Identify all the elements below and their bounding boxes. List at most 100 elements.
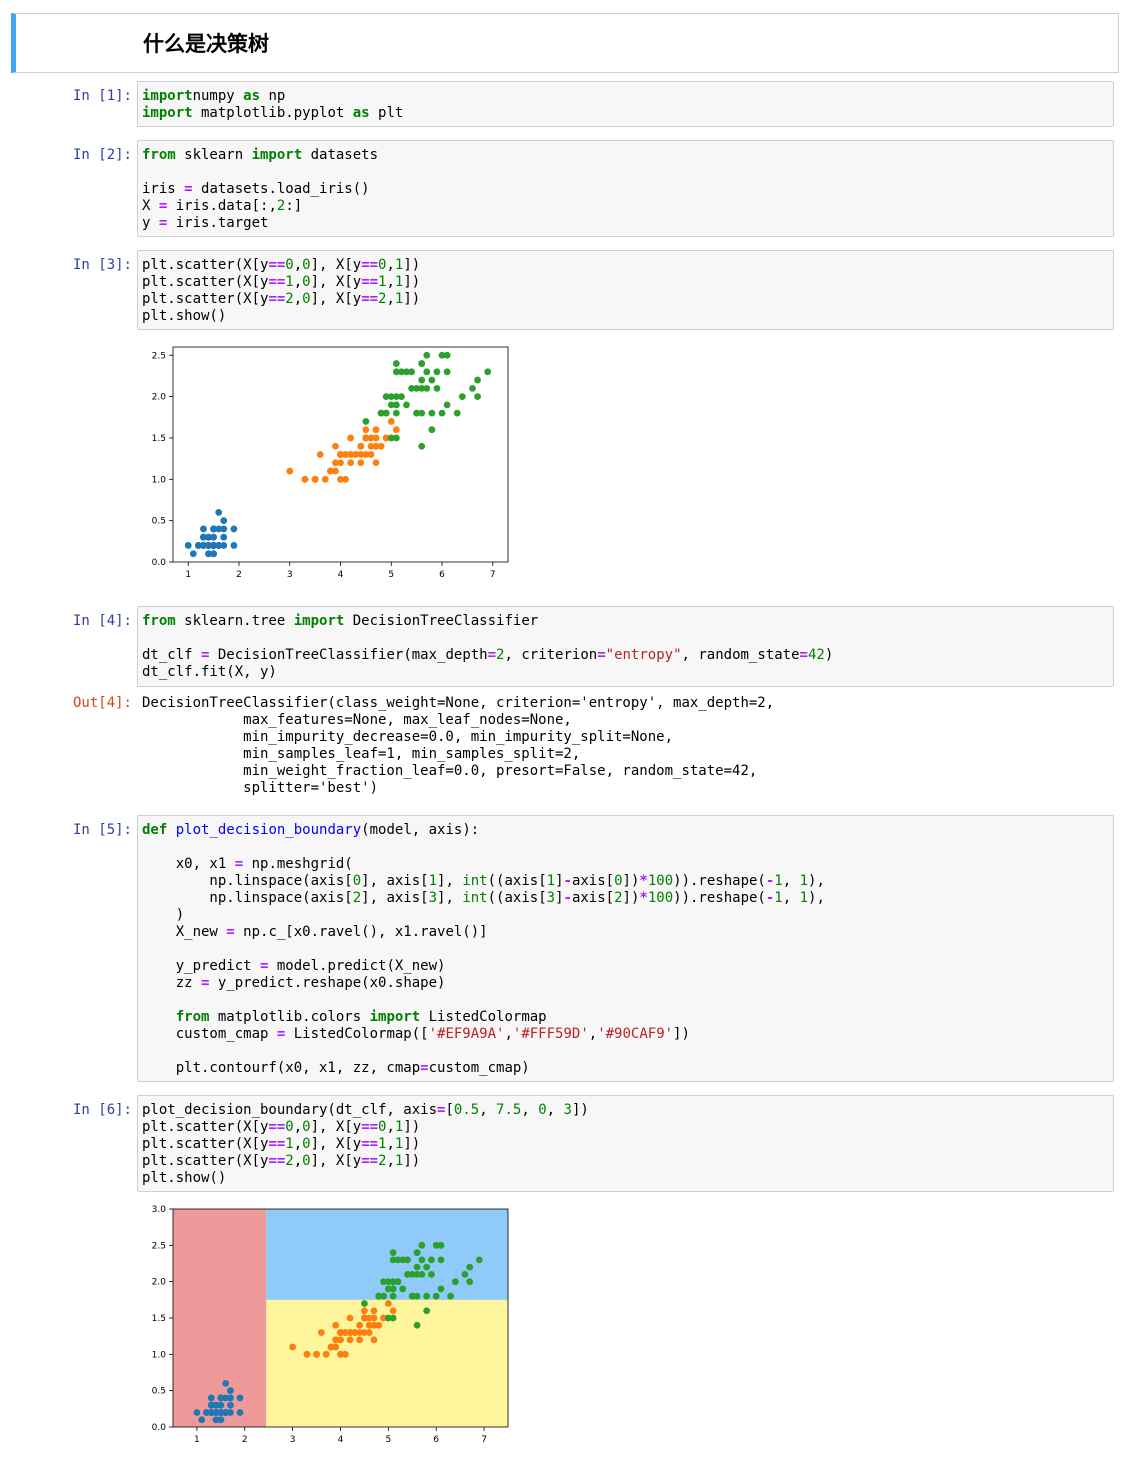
code-cell-1[interactable]: importnumpy as np import matplotlib.pypl… bbox=[137, 81, 1114, 127]
data-point-versicolor bbox=[337, 1336, 344, 1344]
x-tick-label: 5 bbox=[388, 570, 394, 580]
code-token: 0 bbox=[302, 1119, 311, 1135]
data-point-versicolor bbox=[365, 1321, 373, 1329]
data-point-virginica bbox=[392, 393, 400, 401]
code-token: 1 bbox=[285, 1136, 294, 1152]
data-point-virginica bbox=[382, 409, 390, 417]
code-token: ]) bbox=[622, 873, 640, 889]
plot-1-group: 1 2 3 4 5 6 7 0.0 0.5 1.0 1.5 2.0 2.5 bbox=[152, 346, 509, 580]
code-token: 0 bbox=[378, 257, 387, 273]
code-token: 0 bbox=[378, 1119, 387, 1135]
markdown-heading-cell[interactable]: 什么是决策树 bbox=[11, 13, 1119, 73]
code-token: == bbox=[268, 291, 286, 307]
data-point-virginica bbox=[428, 1256, 435, 1264]
data-point-versicolor bbox=[372, 442, 380, 450]
data-point-virginica bbox=[394, 1256, 402, 1264]
code-token: 100 bbox=[647, 890, 674, 906]
code-token: , bbox=[293, 291, 303, 307]
code-token: '#EF9A9A' bbox=[428, 1026, 505, 1042]
code-token: ], X[y bbox=[310, 274, 362, 290]
code-token: , criterion bbox=[504, 647, 598, 663]
code-token: = bbox=[276, 1026, 286, 1042]
data-point-virginica bbox=[418, 409, 426, 417]
output-text: DecisionTreeClassifier(class_weight=None… bbox=[142, 695, 775, 796]
data-point-virginica bbox=[418, 1271, 426, 1278]
code-token: ((axis[ bbox=[487, 890, 547, 906]
code-token: ]) bbox=[403, 1153, 421, 1169]
x-tick-label: 6 bbox=[439, 570, 445, 580]
code-token: == bbox=[361, 1119, 379, 1135]
code-token: :] bbox=[285, 198, 303, 214]
code-token: ]) bbox=[403, 274, 421, 290]
data-point-virginica bbox=[389, 1292, 397, 1300]
x-tick-label: 3 bbox=[290, 1435, 296, 1445]
code-cell-4[interactable]: from sklearn.tree import DecisionTreeCla… bbox=[137, 606, 1114, 687]
data-point-versicolor bbox=[361, 1314, 368, 1322]
data-point-versicolor bbox=[362, 451, 370, 458]
data-point-virginica bbox=[382, 393, 390, 401]
code-token: == bbox=[268, 274, 286, 290]
data-point-versicolor bbox=[375, 1321, 383, 1329]
code-token: , bbox=[293, 1153, 303, 1169]
data-point-virginica bbox=[389, 1278, 397, 1286]
data-point-virginica bbox=[408, 384, 415, 392]
data-point-setosa bbox=[227, 1387, 234, 1395]
y-tick-label: 2.0 bbox=[152, 393, 167, 403]
code-token: custom_cmap bbox=[142, 1026, 277, 1042]
data-point-virginica bbox=[384, 1285, 392, 1293]
code-token: 1 bbox=[394, 257, 404, 273]
code-token: y bbox=[142, 215, 159, 231]
data-point-virginica bbox=[387, 434, 395, 442]
data-point-versicolor bbox=[337, 1350, 344, 1358]
data-point-setosa bbox=[230, 525, 238, 533]
code-token: 0 bbox=[302, 1153, 311, 1169]
code-token: sklearn bbox=[175, 147, 252, 163]
code-token: = bbox=[487, 647, 497, 663]
code-cell-2[interactable]: from sklearn import datasets iris = data… bbox=[137, 140, 1114, 237]
code-token: '#FFF59D' bbox=[512, 1026, 589, 1042]
code-token: = bbox=[234, 856, 244, 872]
data-point-versicolor bbox=[289, 1343, 297, 1351]
code-token: == bbox=[361, 274, 379, 290]
code-token: from bbox=[175, 1009, 210, 1025]
data-point-virginica bbox=[447, 1292, 454, 1300]
data-point-versicolor bbox=[321, 475, 329, 483]
code-cell-3[interactable]: plt.scatter(X[y==0,0], X[y==0,1]) plt.sc… bbox=[137, 250, 1114, 330]
data-point-virginica bbox=[408, 1292, 416, 1300]
data-point-setosa bbox=[236, 1409, 244, 1416]
data-point-virginica bbox=[413, 1321, 421, 1329]
code-cell-6[interactable]: plot_decision_boundary(dt_clf, axis=[0.5… bbox=[137, 1095, 1114, 1192]
data-point-virginica bbox=[423, 384, 431, 392]
cell-6-prompt: In [6]: bbox=[72, 1102, 132, 1118]
code-token: ]) bbox=[622, 890, 640, 906]
code-token: 100 bbox=[647, 873, 674, 889]
y-tick-label: 0.0 bbox=[152, 558, 167, 568]
data-point-versicolor bbox=[341, 1350, 349, 1358]
code-token: DecisionTreeClassifier(max_depth bbox=[209, 647, 488, 663]
data-point-virginica bbox=[418, 384, 426, 392]
data-point-versicolor bbox=[356, 1329, 364, 1336]
code-token: "entropy" bbox=[605, 647, 682, 663]
code-token: ]) bbox=[673, 1026, 690, 1042]
code-token: 0 bbox=[614, 873, 623, 889]
code-token: - bbox=[563, 873, 572, 889]
data-point-virginica bbox=[398, 393, 405, 401]
code-token: numpy bbox=[192, 88, 244, 104]
data-point-versicolor bbox=[356, 1321, 364, 1329]
code-token: plt.scatter(X[y bbox=[142, 291, 269, 307]
data-point-setosa bbox=[205, 533, 212, 541]
data-point-setosa bbox=[207, 1394, 215, 1402]
data-point-setosa bbox=[220, 533, 228, 541]
code-token: * bbox=[639, 873, 648, 889]
data-point-virginica bbox=[437, 1241, 445, 1249]
data-point-virginica bbox=[423, 351, 431, 359]
data-point-versicolor bbox=[337, 451, 344, 458]
code-token: sklearn.tree bbox=[175, 613, 294, 629]
code-cell-5[interactable]: def plot_decision_boundary(model, axis):… bbox=[137, 815, 1114, 1082]
data-point-virginica bbox=[466, 1263, 474, 1271]
code-token: ], X[y bbox=[310, 1136, 362, 1152]
code-token: (model, axis): bbox=[361, 822, 480, 838]
data-point-versicolor bbox=[332, 1336, 340, 1344]
code-token: 1 bbox=[394, 274, 404, 290]
code-token bbox=[167, 822, 175, 838]
